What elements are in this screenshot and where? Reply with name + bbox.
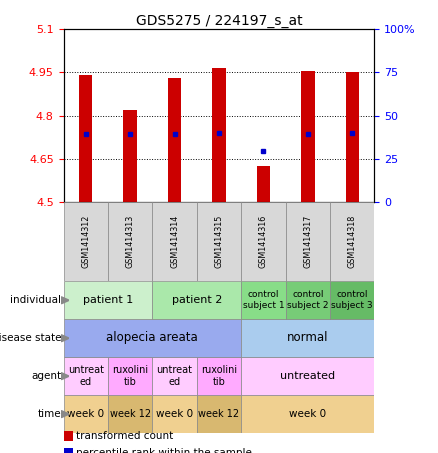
Bar (346, 72, 359, 202)
Bar (64, 395, 108, 433)
Text: GSM1414313: GSM1414313 (126, 215, 134, 268)
Bar (257, 166, 270, 202)
Text: week 0: week 0 (289, 409, 326, 419)
Bar (301, 71, 314, 202)
Text: GSM1414315: GSM1414315 (215, 215, 223, 268)
Text: week 12: week 12 (110, 409, 151, 419)
Bar (64, 202, 108, 281)
Polygon shape (61, 373, 69, 380)
Polygon shape (61, 297, 69, 304)
Text: week 12: week 12 (198, 409, 240, 419)
Bar (108, 395, 152, 433)
Text: control
subject 2: control subject 2 (287, 290, 328, 309)
Text: control
subject 3: control subject 3 (332, 290, 373, 309)
Bar (152, 202, 197, 281)
Text: week 0: week 0 (156, 409, 193, 419)
Text: GSM1414317: GSM1414317 (304, 215, 312, 268)
Bar (197, 202, 241, 281)
Text: normal: normal (287, 331, 328, 344)
Bar (330, 281, 374, 319)
Bar (168, 78, 181, 202)
Text: GSM1414316: GSM1414316 (259, 215, 268, 268)
Bar (330, 202, 374, 281)
Bar (152, 281, 241, 319)
Text: alopecia areata: alopecia areata (106, 331, 198, 344)
Text: disease state: disease state (0, 333, 61, 343)
Text: untreat
ed: untreat ed (156, 365, 193, 386)
Bar (241, 319, 374, 357)
Text: patient 2: patient 2 (172, 295, 222, 305)
Bar (212, 68, 226, 202)
Text: agent: agent (31, 371, 61, 381)
Bar (286, 281, 330, 319)
Bar (108, 357, 152, 395)
Bar (152, 395, 197, 433)
Bar (197, 395, 241, 433)
Bar (108, 202, 152, 281)
Text: patient 1: patient 1 (83, 295, 133, 305)
Text: untreated: untreated (280, 371, 336, 381)
Bar (197, 357, 241, 395)
Text: ruxolini
tib: ruxolini tib (201, 365, 237, 386)
Bar (64, 281, 152, 319)
Polygon shape (61, 410, 69, 418)
Text: individual: individual (11, 295, 61, 305)
Text: GSM1414312: GSM1414312 (81, 215, 90, 268)
Bar (241, 202, 286, 281)
Text: week 0: week 0 (67, 409, 104, 419)
Bar (79, 75, 92, 202)
Text: transformed count: transformed count (76, 431, 173, 441)
Bar (241, 281, 286, 319)
Polygon shape (61, 335, 69, 342)
Text: control
subject 1: control subject 1 (243, 290, 284, 309)
Text: ruxolini
tib: ruxolini tib (112, 365, 148, 386)
Text: GSM1414318: GSM1414318 (348, 215, 357, 268)
Bar (286, 202, 330, 281)
Text: time: time (38, 409, 61, 419)
Bar (124, 110, 137, 202)
Bar (241, 357, 374, 395)
Text: GSM1414314: GSM1414314 (170, 215, 179, 268)
Text: GDS5275 / 224197_s_at: GDS5275 / 224197_s_at (136, 14, 302, 28)
Bar (64, 319, 241, 357)
Text: untreat
ed: untreat ed (68, 365, 104, 386)
Bar (241, 395, 374, 433)
Bar (64, 357, 108, 395)
Text: percentile rank within the sample: percentile rank within the sample (76, 448, 252, 453)
Bar (152, 357, 197, 395)
